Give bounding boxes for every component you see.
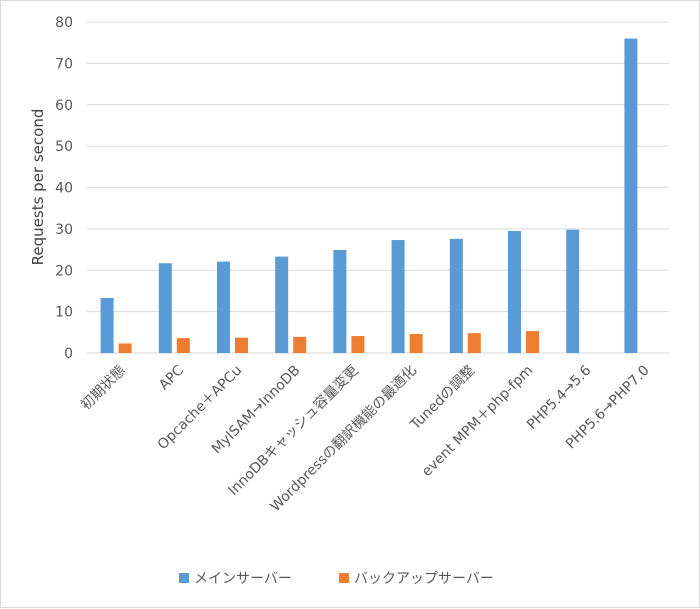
legend-label: バックアップサーバー: [354, 571, 494, 587]
bar-main: [508, 230, 521, 353]
y-tick-label: 30: [55, 222, 73, 238]
y-tick-label: 0: [64, 346, 73, 362]
gridlines: [87, 21, 669, 354]
y-tick-label: 50: [55, 139, 73, 155]
bar-main: [217, 261, 230, 353]
bar-main: [566, 229, 580, 353]
bar-backup: [235, 337, 248, 353]
bar-main: [158, 263, 172, 353]
y-tick-label: 60: [55, 98, 73, 114]
category-label: APC: [156, 362, 187, 393]
category-label: event MPM＋php-fpm: [419, 363, 536, 480]
legend-label: メインサーバー: [194, 571, 292, 587]
bar-main: [100, 297, 114, 353]
bar-backup: [118, 343, 132, 353]
y-tick-label: 10: [55, 305, 73, 321]
bar-backup: [467, 333, 481, 353]
bar-backup: [176, 338, 190, 353]
bar-main: [449, 238, 463, 353]
bar-main: [624, 38, 638, 354]
x-axis-categories: 初期状態 APCOpcache＋APCuMyISAM→InnoDBInnoDBキャ…: [77, 362, 652, 515]
y-tick-label: 70: [55, 56, 73, 72]
bar-main: [275, 256, 289, 353]
bar-backup: [526, 331, 539, 353]
bar-backup: [351, 336, 365, 353]
y-tick-label: 80: [55, 15, 73, 31]
legend: メインサーバー バックアップサーバー: [179, 571, 494, 587]
y-tick-label: 20: [55, 263, 73, 279]
y-axis-ticks: 0 10 20 30 40 50 60 70 80: [55, 15, 73, 362]
bars: [100, 38, 638, 354]
legend-swatch: [339, 573, 349, 583]
y-tick-label: 40: [55, 181, 73, 197]
legend-swatch: [179, 573, 189, 583]
bar-main: [333, 249, 347, 353]
bar-backup: [293, 336, 307, 353]
y-axis-title: Requests per second: [29, 109, 47, 266]
bar-backup: [409, 333, 423, 353]
bar-main: [391, 240, 405, 353]
category-label: 初期状態: [77, 362, 129, 414]
